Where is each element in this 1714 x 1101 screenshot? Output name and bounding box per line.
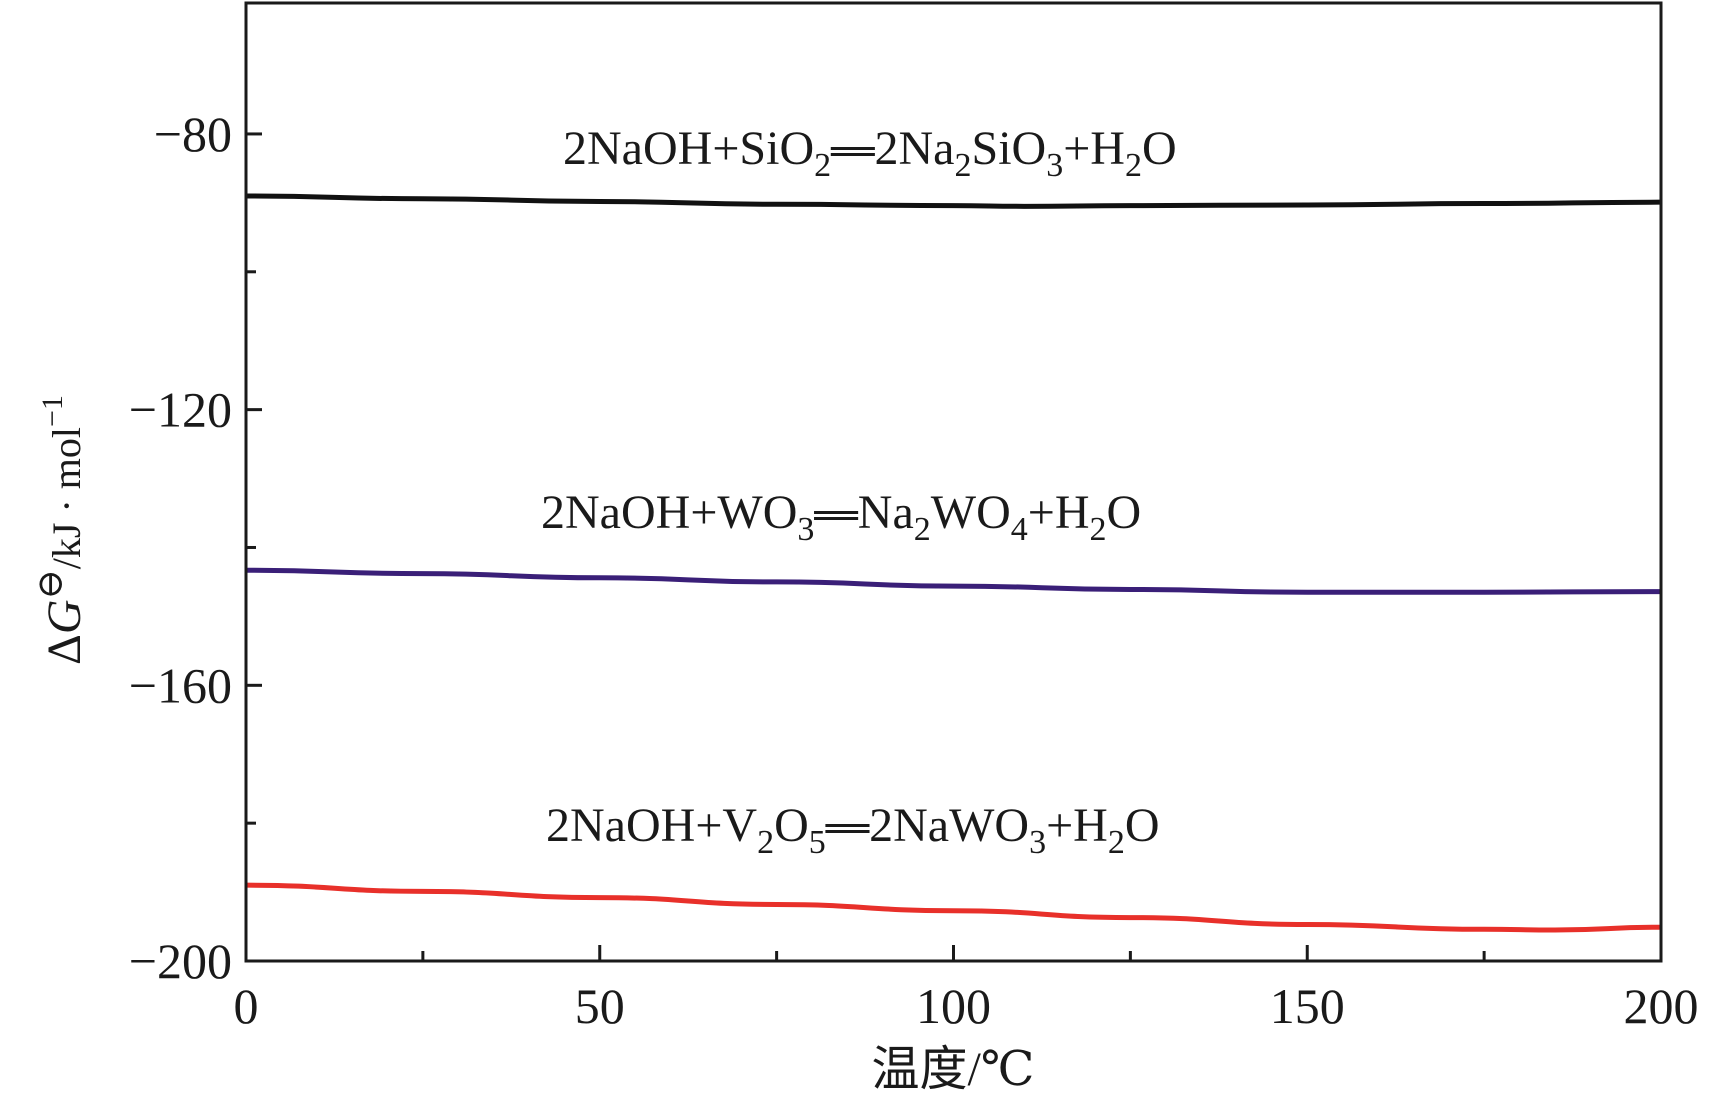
series-labels: 2NaOH+SiO2══2Na2SiO3+H2O 2NaOH+WO3══Na2WO… — [541, 122, 1177, 861]
series-line-0 — [245, 193, 1662, 209]
y-tick-label: −120 — [129, 382, 232, 438]
ticks: 0 50 100 150 200 −80 −120 −160 −200 — [129, 106, 1699, 1034]
x-tick-label: 150 — [1270, 978, 1345, 1034]
x-tick-label: 100 — [916, 978, 991, 1034]
reaction-label: 2NaOH+WO3══Na2WO4+H2O — [541, 486, 1141, 548]
x-tick-label: 0 — [234, 978, 259, 1034]
reaction-label: 2NaOH+SiO2══2Na2SiO3+H2O — [563, 122, 1177, 184]
y-tick-label: −160 — [129, 657, 232, 713]
x-axis-title: 温度/℃ — [871, 1043, 1034, 1096]
series-line-2 — [245, 882, 1662, 933]
x-tick-label: 50 — [575, 978, 625, 1034]
y-tick-label: −200 — [129, 933, 232, 989]
plot-lines — [245, 193, 1662, 933]
x-tick-label: 200 — [1624, 978, 1699, 1034]
y-tick-label: −80 — [154, 106, 232, 162]
series-line-1 — [245, 567, 1662, 595]
y-axis-title: ΔG⊖/kJ · mol−1 — [30, 395, 91, 665]
reaction-label: 2NaOH+V2O5══2NaWO3+H2O — [546, 799, 1160, 861]
